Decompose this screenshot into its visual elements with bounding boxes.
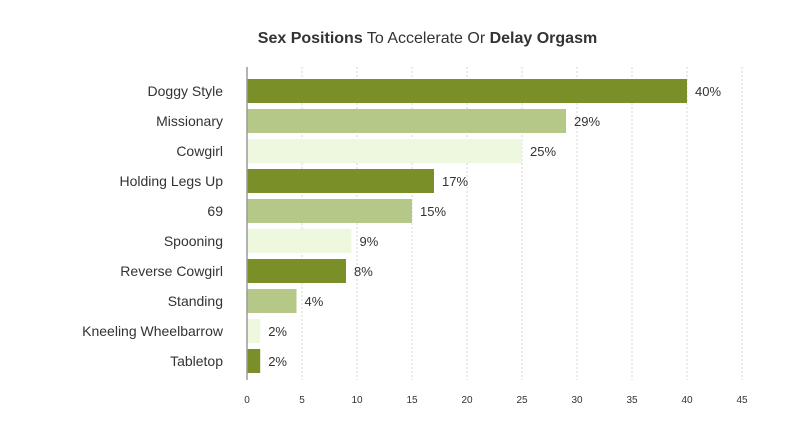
bar bbox=[247, 289, 297, 313]
x-tick-label: 35 bbox=[626, 395, 638, 406]
x-tick-label: 40 bbox=[681, 395, 693, 406]
chart-title: Sex Positions To Accelerate Or Delay Org… bbox=[0, 30, 800, 48]
bar bbox=[247, 109, 566, 133]
x-tick-label: 25 bbox=[516, 395, 528, 406]
value-label: 8% bbox=[354, 264, 373, 279]
x-tick-label: 5 bbox=[299, 395, 305, 406]
bar bbox=[247, 229, 352, 253]
category-label: Cowgirl bbox=[176, 143, 223, 159]
bar bbox=[247, 139, 522, 163]
category-label: 69 bbox=[207, 203, 223, 219]
value-label: 9% bbox=[360, 234, 379, 249]
category-label: Tabletop bbox=[170, 353, 223, 369]
chart-title-part1: Sex Positions bbox=[257, 30, 363, 47]
bar bbox=[247, 199, 412, 223]
x-tick-label: 15 bbox=[406, 395, 418, 406]
category-label: Standing bbox=[168, 293, 223, 309]
bar bbox=[247, 259, 346, 283]
bar bbox=[247, 319, 261, 343]
chart-title-part2: To Accelerate Or bbox=[362, 30, 490, 47]
value-label: 17% bbox=[442, 174, 468, 189]
bar bbox=[247, 349, 261, 373]
value-label: 15% bbox=[420, 204, 446, 219]
category-label: Reverse Cowgirl bbox=[120, 263, 223, 279]
category-label: Holding Legs Up bbox=[119, 173, 223, 189]
x-tick-label: 20 bbox=[461, 395, 473, 406]
x-tick-label: 30 bbox=[571, 395, 583, 406]
x-tick-label: 45 bbox=[736, 395, 748, 406]
value-label: 25% bbox=[530, 144, 556, 159]
x-tick-label: 0 bbox=[244, 395, 250, 406]
x-tick-label: 10 bbox=[351, 395, 363, 406]
bar bbox=[247, 79, 687, 103]
value-label: 2% bbox=[268, 324, 287, 339]
value-label: 40% bbox=[695, 84, 721, 99]
bar bbox=[247, 169, 434, 193]
value-label: 29% bbox=[574, 114, 600, 129]
value-label: 2% bbox=[268, 354, 287, 369]
category-label: Missionary bbox=[156, 113, 223, 129]
category-label: Doggy Style bbox=[148, 83, 224, 99]
chart-title-part3: Delay Orgasm bbox=[489, 30, 598, 47]
value-label: 4% bbox=[305, 294, 324, 309]
category-label: Spooning bbox=[164, 233, 223, 249]
category-label: Kneeling Wheelbarrow bbox=[82, 323, 224, 339]
